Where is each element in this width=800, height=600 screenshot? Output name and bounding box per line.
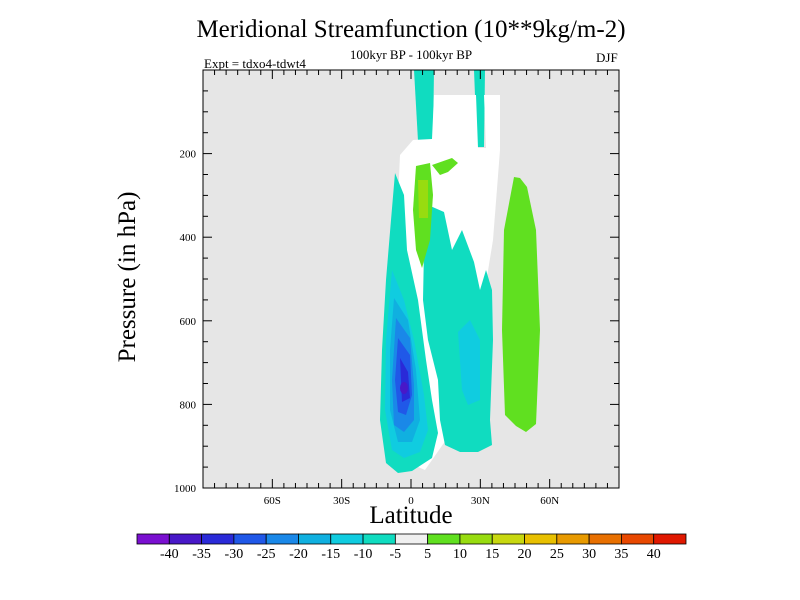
x-axis-ticks: 60S 30S 0 30N 60N [202, 70, 620, 507]
y-tick-label: 800 [180, 399, 197, 411]
colorbar-label: -15 [321, 547, 340, 562]
colorbar-label: -5 [390, 547, 402, 562]
colorbar-label: 30 [582, 547, 596, 562]
contour-fills [380, 70, 540, 473]
positive-cell-45n [502, 177, 540, 432]
x-tick-label: 60N [540, 495, 559, 507]
colorbar-swatch [201, 533, 235, 545]
y-axis-ticks: 200 400 600 800 1000 [174, 69, 619, 495]
chart-subtitle: 100kyr BP - 100kyr BP [349, 47, 473, 62]
colorbar-label: 40 [647, 547, 661, 562]
colorbar-swatch [491, 533, 525, 545]
colorbar-swatch [265, 533, 299, 545]
colorbar-swatch [233, 533, 267, 545]
colorbar-label: -20 [289, 547, 308, 562]
colorbar-swatch [621, 533, 655, 545]
colorbar-label: 5 [424, 547, 431, 562]
colorbar-label: -25 [257, 547, 276, 562]
upper-cell-equator [414, 70, 434, 141]
x-tick-label: 0 [408, 495, 414, 507]
colorbar-label: -30 [225, 547, 244, 562]
y-tick-label: 600 [180, 316, 197, 328]
season-label: DJF [596, 50, 618, 65]
colorbar-label: 10 [453, 547, 467, 562]
colorbar-label: 25 [550, 547, 564, 562]
colorbar-swatch [394, 533, 429, 545]
experiment-label: Expt = tdxo4-tdwt4 [204, 56, 306, 71]
colorbar-swatch [556, 533, 590, 545]
positive-upper-cell-ext [432, 158, 458, 175]
colorbar-label: 15 [485, 547, 499, 562]
colorbar-label: 20 [518, 547, 532, 562]
colorbar: -40 -35 -30 -25 -20 -15 -10 -5 5 10 15 20 25 30 35 40 [136, 533, 687, 562]
colorbar-swatch [459, 533, 493, 545]
y-tick-label: 400 [180, 232, 197, 244]
colorbar-label: -40 [160, 547, 179, 562]
positive-upper-cell-10 [418, 180, 428, 218]
x-tick-label: 30N [471, 495, 490, 507]
colorbar-label: 35 [614, 547, 628, 562]
colorbar-swatch [653, 533, 687, 545]
x-tick-label: 60S [264, 495, 281, 507]
colorbar-swatch [427, 533, 461, 545]
colorbar-label: -10 [354, 547, 373, 562]
colorbar-swatch [588, 533, 622, 545]
southern-cell-min [400, 382, 408, 394]
colorbar-swatch [362, 533, 396, 545]
y-tick-label: 200 [180, 149, 197, 161]
y-tick-label: 1000 [174, 483, 197, 495]
northern-cell-5 [458, 320, 480, 405]
colorbar-label: -35 [192, 547, 211, 562]
colorbar-swatch [298, 533, 332, 545]
colorbar-swatch [524, 533, 558, 545]
colorbar-swatch [136, 533, 170, 545]
x-axis-label: Latitude [369, 502, 453, 529]
chart-title: Meridional Streamfunction (10**9kg/m-2) [196, 16, 626, 43]
colorbar-swatch [168, 533, 202, 545]
x-tick-label: 30S [333, 495, 350, 507]
colorbar-swatch [330, 533, 364, 545]
